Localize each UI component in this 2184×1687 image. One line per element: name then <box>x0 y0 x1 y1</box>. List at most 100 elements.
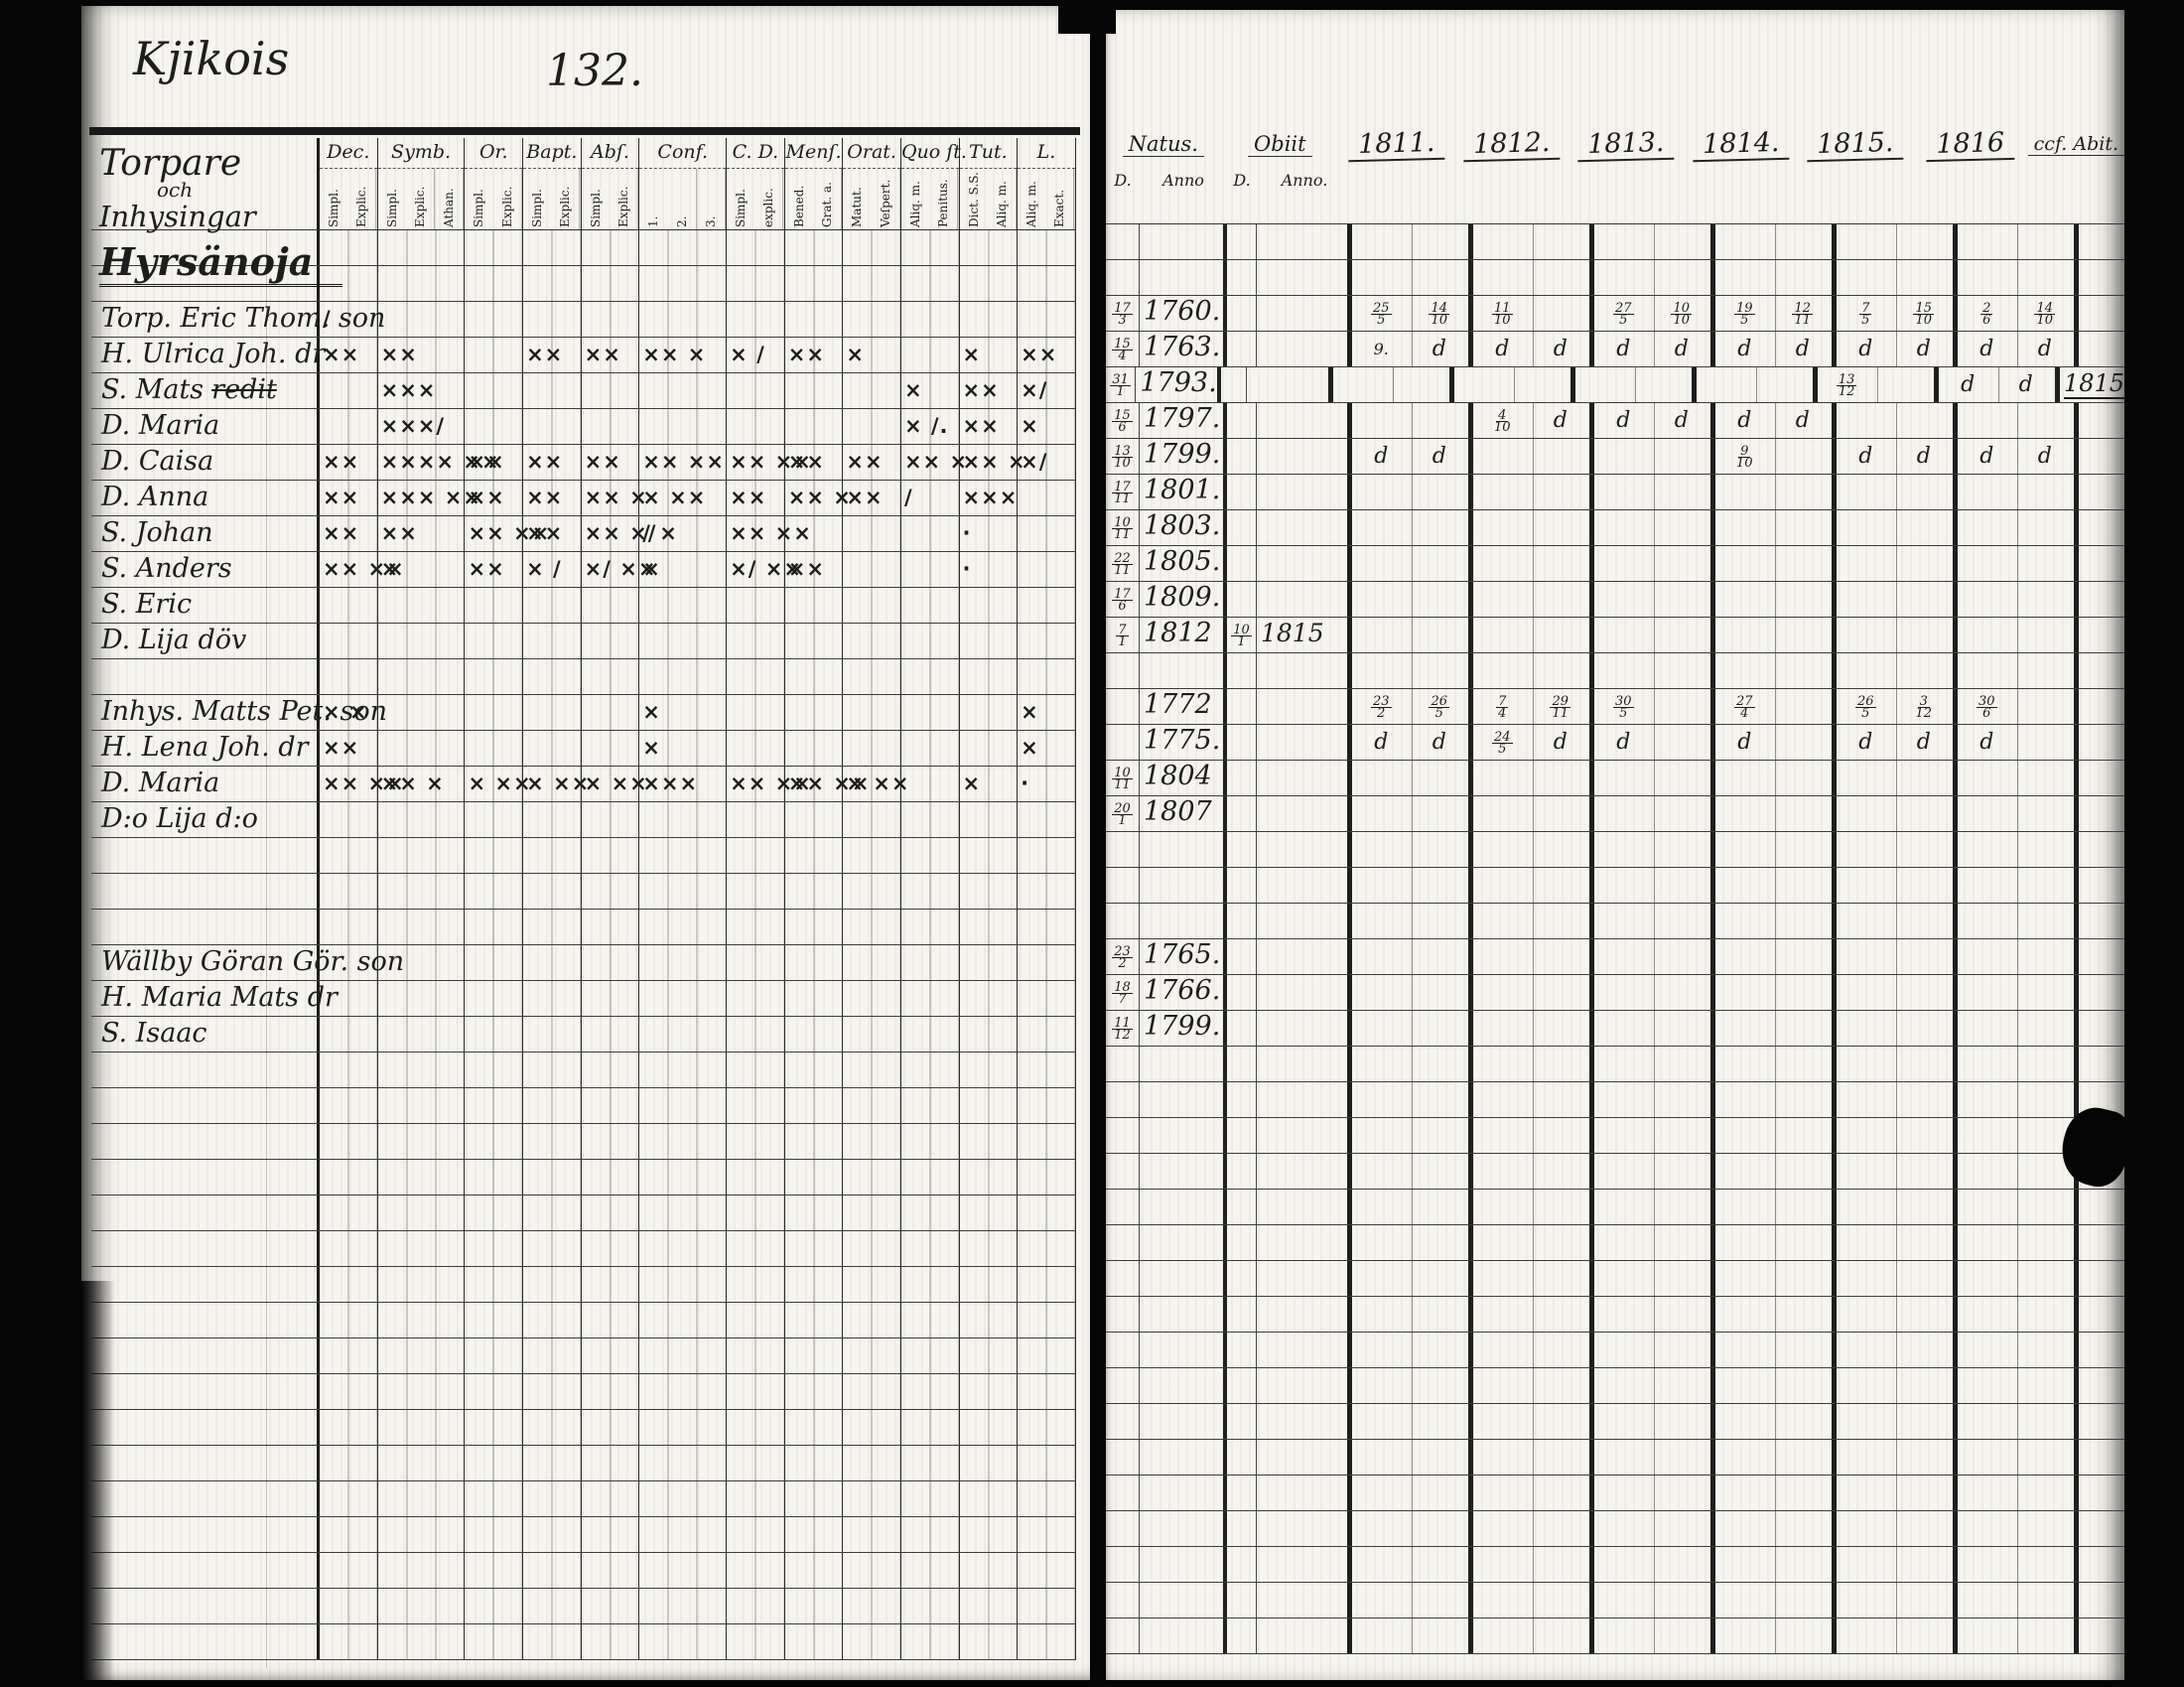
year-subcell <box>1774 653 1833 688</box>
year-cell <box>1594 1547 1715 1582</box>
natus-day-cell <box>1106 1440 1140 1475</box>
mark-cell <box>377 981 466 1016</box>
mark-cell <box>784 695 844 730</box>
mark-cell <box>727 1410 785 1445</box>
column-sublabel: Simpl. <box>530 189 545 227</box>
mark-cell <box>1018 1053 1076 1087</box>
mark-cell <box>639 302 728 337</box>
column-label: Tut. <box>959 138 1018 169</box>
person-name <box>91 1053 320 1087</box>
mark-cell <box>900 874 960 909</box>
abit-cell <box>2079 1618 2124 1653</box>
year-subcell <box>1715 1583 1774 1617</box>
mark-cell: ×× <box>523 338 582 372</box>
register-row: D. Lija döv <box>91 624 1076 659</box>
year-cell <box>1715 868 1837 903</box>
natus-anno-cell <box>1140 1225 1227 1260</box>
column-sublabel: Simpl. <box>384 189 399 227</box>
column-label: C. D. <box>727 138 784 169</box>
mark-cell <box>1018 659 1076 694</box>
mark-cell <box>581 659 640 694</box>
natus-anno-cell <box>1140 224 1227 259</box>
year-cell <box>1958 1047 2079 1081</box>
mark-cell <box>1018 1195 1076 1230</box>
ditto-mark: d <box>1553 408 1568 433</box>
mark-cell <box>784 1410 844 1445</box>
mark-cell <box>581 910 640 944</box>
person-name <box>91 1338 320 1373</box>
year-cell <box>1958 1118 2079 1153</box>
date-fraction: 30 6 <box>1976 694 1997 721</box>
mark-cell <box>465 945 524 980</box>
year-subcell: d <box>1594 403 1653 438</box>
year-subcell <box>1715 975 1774 1010</box>
mark-cell <box>727 1589 785 1623</box>
year-cell <box>1958 1583 2079 1617</box>
year-subcell <box>1352 904 1411 938</box>
mark-cell <box>320 1053 378 1087</box>
year-cell <box>1352 546 1473 581</box>
year-cell <box>1352 653 1473 688</box>
year-subcell <box>1532 1082 1590 1117</box>
year-subcell <box>1411 1404 1469 1439</box>
mark-cell <box>320 1017 378 1052</box>
obiit-anno-cell <box>1257 475 1352 509</box>
natus-anno-cell: 1760. <box>1140 296 1227 331</box>
mark-cell: ×× <box>1018 338 1076 372</box>
year-cell: 7 4 29 11 <box>1473 689 1594 724</box>
year-cell <box>1594 868 1715 903</box>
year-cell <box>1594 1011 1715 1046</box>
ditto-mark: d <box>2018 372 2033 397</box>
year-subcell <box>1532 761 1590 795</box>
year-subcell <box>1774 1476 1833 1510</box>
abit-cell <box>2079 1190 2124 1224</box>
year-cell <box>1715 1368 1837 1403</box>
column-sublabels: Simpl. Explic. <box>582 169 639 229</box>
mark-cell: ×× <box>523 481 582 515</box>
mark-cell <box>581 695 640 730</box>
column-label: Menſ. <box>784 138 843 169</box>
natus-anno-cell <box>1140 1047 1227 1081</box>
obiit-anno-cell <box>1247 367 1333 402</box>
natus-anno-cell <box>1140 1583 1227 1617</box>
year-cell <box>1715 1547 1837 1582</box>
mark-cell <box>727 981 785 1016</box>
mark-cell <box>523 230 582 265</box>
year-subcell: d <box>1715 403 1774 438</box>
mark-cell <box>843 1553 901 1588</box>
year-subcell <box>1473 1511 1532 1546</box>
obiit-anno-cell <box>1257 868 1352 903</box>
ditto-mark: d <box>1616 408 1631 433</box>
mark-cell <box>959 1053 1019 1087</box>
year-subcell <box>1895 653 1954 688</box>
column-sublabel: Explic. <box>551 169 581 229</box>
year-subcell <box>1958 260 2016 295</box>
register-row: D. Caisa ×× ×××× ×× ×× ×× ×× ×× ×× ×× ×× ×× ×× ×× … <box>91 445 1076 481</box>
year-subcell <box>1594 1154 1653 1189</box>
ditto-mark: d <box>1979 444 1994 469</box>
year-cell <box>1837 796 1958 831</box>
year-subcell <box>1532 510 1590 545</box>
year-subcell <box>1895 761 1954 795</box>
year-cell <box>1715 1511 1837 1546</box>
mark-cell <box>784 409 844 444</box>
year-cell <box>1958 1225 2079 1260</box>
year-cell <box>1352 1404 1473 1439</box>
mark-cell <box>959 1267 1019 1302</box>
year-cell <box>1837 1190 1958 1224</box>
year-cell <box>1958 1618 2079 1653</box>
year-subcell <box>1473 1190 1532 1224</box>
mark-cell: × <box>1018 695 1076 730</box>
obiit-day-cell <box>1227 1511 1257 1546</box>
mark-cell <box>843 1160 901 1195</box>
year-subcell <box>1837 761 1895 795</box>
natus-anno-cell <box>1140 1261 1227 1296</box>
natus-day-cell: 17 3 <box>1106 296 1140 331</box>
year-header-5: 1816 <box>1912 122 2028 169</box>
year-cell <box>1837 832 1958 867</box>
mark-cell <box>377 838 466 873</box>
mark-cell <box>727 1338 785 1373</box>
